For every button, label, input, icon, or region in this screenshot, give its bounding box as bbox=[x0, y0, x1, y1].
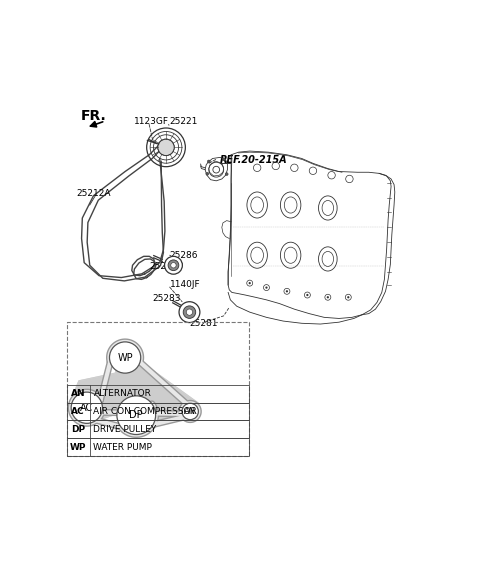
Text: 1140JF: 1140JF bbox=[170, 281, 200, 290]
Text: AN: AN bbox=[71, 389, 85, 398]
Text: 25212A: 25212A bbox=[77, 189, 111, 198]
Text: WP: WP bbox=[117, 353, 133, 362]
Circle shape bbox=[168, 260, 179, 270]
Text: AN: AN bbox=[184, 407, 196, 416]
Circle shape bbox=[207, 160, 210, 163]
Circle shape bbox=[249, 282, 251, 284]
Polygon shape bbox=[71, 342, 198, 435]
Circle shape bbox=[117, 396, 156, 435]
Text: FR.: FR. bbox=[81, 110, 106, 123]
Polygon shape bbox=[71, 342, 198, 435]
Polygon shape bbox=[228, 151, 391, 319]
Circle shape bbox=[182, 403, 198, 420]
Circle shape bbox=[265, 286, 267, 289]
Text: DP: DP bbox=[130, 410, 143, 420]
Text: ALTERNATOR: ALTERNATOR bbox=[94, 389, 151, 398]
Circle shape bbox=[158, 139, 174, 156]
Circle shape bbox=[165, 256, 182, 274]
Text: WP: WP bbox=[70, 442, 86, 452]
Circle shape bbox=[71, 392, 102, 423]
Bar bbox=[67, 438, 249, 456]
Circle shape bbox=[225, 173, 228, 176]
Text: AIR CON COMPRESSOR: AIR CON COMPRESSOR bbox=[94, 407, 197, 416]
Text: 25283: 25283 bbox=[152, 294, 181, 303]
Circle shape bbox=[109, 342, 141, 373]
Circle shape bbox=[222, 158, 225, 161]
Text: 25221: 25221 bbox=[170, 117, 198, 126]
Circle shape bbox=[171, 262, 176, 268]
Text: 25285P: 25285P bbox=[149, 262, 183, 271]
Text: WATER PUMP: WATER PUMP bbox=[94, 442, 152, 452]
Circle shape bbox=[179, 302, 200, 323]
Circle shape bbox=[347, 296, 349, 298]
Text: AC: AC bbox=[72, 407, 85, 416]
Bar bbox=[67, 385, 249, 403]
Circle shape bbox=[186, 309, 192, 315]
Text: AC: AC bbox=[80, 403, 94, 413]
Text: DP: DP bbox=[71, 425, 85, 434]
Text: 25286: 25286 bbox=[170, 250, 198, 260]
Circle shape bbox=[327, 296, 329, 298]
Text: 25281: 25281 bbox=[190, 319, 218, 328]
Bar bbox=[67, 322, 249, 456]
Text: DRIVE PULLEY: DRIVE PULLEY bbox=[94, 425, 157, 434]
Circle shape bbox=[306, 294, 309, 296]
Circle shape bbox=[286, 290, 288, 293]
Text: REF.20-215A: REF.20-215A bbox=[220, 156, 288, 165]
Bar bbox=[67, 403, 249, 420]
Circle shape bbox=[183, 306, 196, 319]
Text: 1123GF: 1123GF bbox=[133, 117, 168, 126]
Circle shape bbox=[206, 172, 209, 176]
Bar bbox=[67, 420, 249, 438]
